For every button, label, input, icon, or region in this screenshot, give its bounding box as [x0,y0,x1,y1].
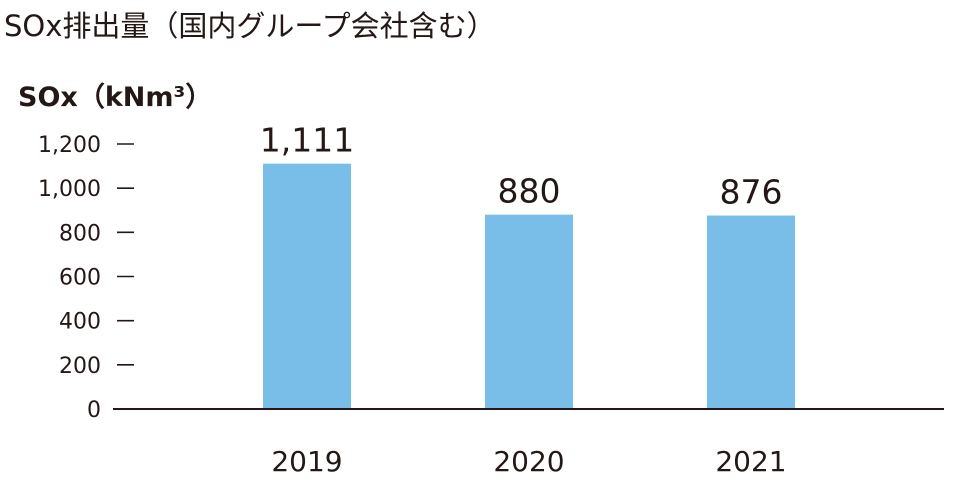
y-tick-label: 400 [59,310,101,335]
chart-title: SOx排出量（国内グループ会社含む） [4,9,496,43]
data-label: 1,111 [260,121,354,160]
y-tick-label: 0 [87,398,101,423]
x-tick-label: 2020 [493,445,564,478]
data-label: 876 [720,173,783,212]
x-tick-label: 2019 [271,445,342,478]
bar [263,163,351,409]
y-axis-unit-label: SOx（kNm³） [18,82,213,113]
x-tick-label: 2021 [715,445,786,478]
y-tick-label: 600 [59,266,101,291]
y-tick-label: 800 [59,221,101,246]
data-label: 880 [498,172,561,211]
y-tick-label: 200 [59,354,101,379]
y-tick-label: 1,200 [38,133,101,158]
bar [485,214,573,409]
y-tick-label: 1,000 [38,177,101,202]
bar [707,215,795,409]
